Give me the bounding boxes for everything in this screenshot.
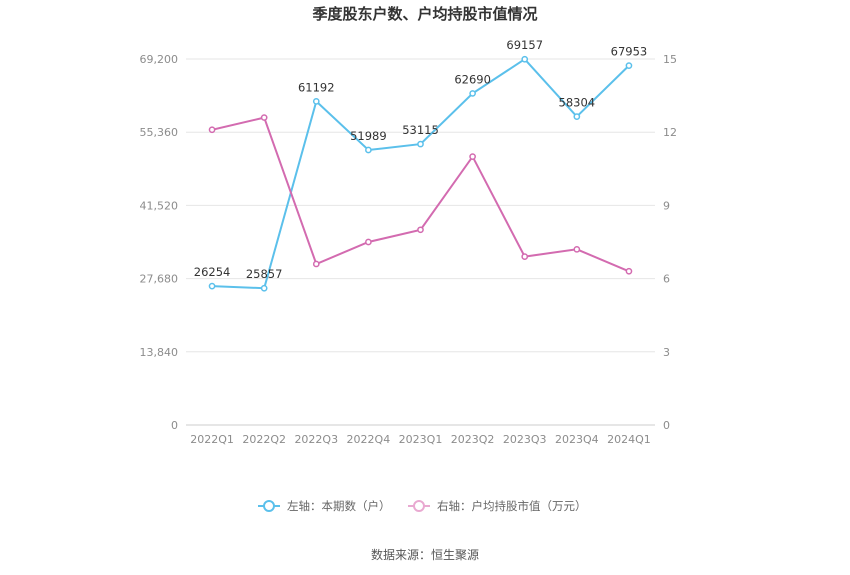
left-tick-label: 27,680	[140, 273, 179, 286]
right-tick-label: 9	[663, 199, 670, 212]
data-label: 25857	[246, 267, 283, 281]
series-line	[212, 57, 630, 290]
legend-marker	[413, 500, 425, 512]
left-axis-ticks: 69,200 55,360 41,520 27,680 13,840 0	[140, 53, 179, 432]
chart-title: 季度股东户数、户均持股市值情况	[312, 5, 537, 23]
data-point[interactable]	[365, 238, 372, 246]
x-tick-label: 2022Q1	[190, 433, 234, 446]
data-source: 数据来源：恒生聚源	[371, 547, 479, 562]
data-point[interactable]	[208, 282, 216, 290]
data-point[interactable]	[469, 90, 476, 97]
data-point[interactable]	[417, 226, 424, 234]
right-tick-label: 15	[663, 53, 677, 66]
data-label: 62690	[454, 72, 491, 86]
data-label: 61192	[298, 80, 335, 94]
x-tick-label: 2023Q4	[555, 433, 599, 446]
x-tick-label: 2022Q3	[294, 433, 338, 446]
data-point[interactable]	[312, 98, 320, 105]
data-label: 53115	[402, 123, 439, 137]
data-label: 58304	[559, 96, 596, 110]
x-tick-label: 2023Q3	[503, 433, 547, 446]
right-tick-label: 3	[663, 346, 670, 359]
x-tick-label: 2022Q2	[242, 433, 286, 446]
data-point[interactable]	[365, 146, 372, 154]
x-tick-label: 2024Q1	[607, 433, 651, 446]
data-point[interactable]	[573, 245, 581, 253]
data-label: 67953	[611, 45, 648, 59]
data-point[interactable]	[260, 284, 268, 292]
data-point[interactable]	[469, 153, 476, 160]
data-point[interactable]	[625, 62, 633, 69]
data-point[interactable]	[573, 113, 581, 120]
left-tick-label: 0	[171, 419, 178, 432]
legend-marker	[263, 500, 275, 512]
data-label: 69157	[506, 38, 543, 52]
left-tick-label: 13,840	[140, 346, 179, 359]
data-point[interactable]	[312, 260, 320, 268]
legend-item-1[interactable]: 左轴：本期数（户）	[258, 499, 391, 513]
data-point[interactable]	[521, 55, 529, 63]
data-point[interactable]	[521, 253, 529, 260]
right-tick-label: 12	[663, 126, 677, 139]
legend-item-2[interactable]: 右轴：户均持股市值（万元）	[408, 499, 587, 513]
legend-label: 右轴：户均持股市值（万元）	[437, 499, 587, 513]
data-point[interactable]	[625, 267, 633, 275]
x-axis-ticks: 2022Q1 2022Q2 2022Q3 2022Q4 2023Q1 2023Q2 2023…	[190, 433, 651, 446]
legend-label: 左轴：本期数（户）	[287, 499, 391, 513]
left-tick-label: 41,520	[140, 199, 179, 212]
series-layer: 26254 25857 61192 51989 53115 62690 69157 58304…	[194, 38, 648, 292]
x-tick-label: 2023Q1	[399, 433, 443, 446]
right-axis-ticks: 15 12 9 6 3 0	[663, 53, 677, 432]
series-1: 26254 25857 61192 51989 53115 62690 69157 58304…	[194, 38, 648, 292]
data-label: 26254	[194, 265, 231, 279]
left-tick-label: 69,200	[140, 53, 179, 66]
legend[interactable]: 左轴：本期数（户） 右轴：户均持股市值（万元）	[258, 499, 587, 513]
x-tick-label: 2023Q2	[451, 433, 495, 446]
grid-lines	[186, 58, 655, 426]
data-point[interactable]	[260, 114, 268, 121]
left-tick-label: 55,360	[140, 126, 179, 139]
right-tick-label: 6	[663, 273, 670, 286]
right-tick-label: 0	[663, 419, 670, 432]
series-2	[208, 114, 633, 275]
data-point[interactable]	[208, 126, 216, 134]
data-label: 51989	[350, 129, 387, 143]
x-tick-label: 2022Q4	[347, 433, 391, 446]
data-point[interactable]	[417, 140, 424, 148]
